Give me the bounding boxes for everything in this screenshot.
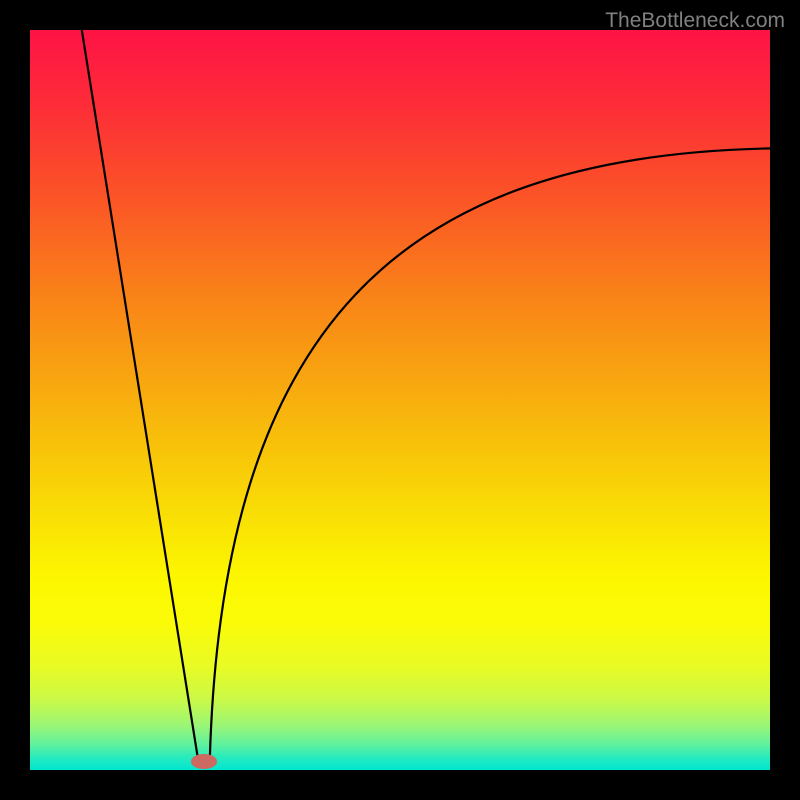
bottleneck-marker: [191, 754, 218, 769]
chart-root: TheBottleneck.com: [0, 0, 800, 800]
plot-area: [30, 30, 770, 770]
watermark-text: TheBottleneck.com: [605, 9, 785, 33]
plot-svg: [30, 30, 770, 770]
